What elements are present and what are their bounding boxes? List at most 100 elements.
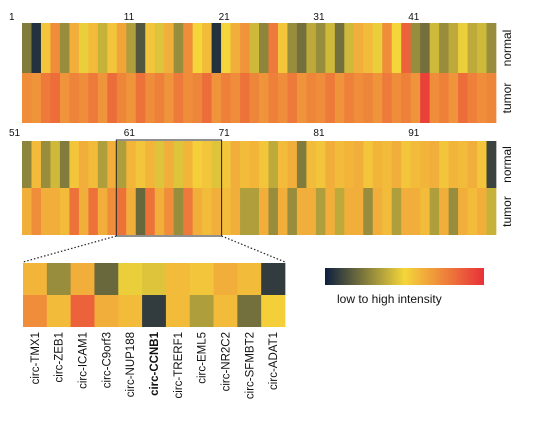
heatmap-cell bbox=[296, 188, 307, 235]
heatmap-cell bbox=[334, 141, 345, 188]
heatmap-cell bbox=[429, 141, 440, 188]
heatmap-cell bbox=[183, 141, 193, 188]
heatmap-cell bbox=[164, 23, 175, 73]
heatmap-cell bbox=[97, 141, 108, 188]
heatmap-cell bbox=[88, 23, 99, 73]
heatmap-cell bbox=[439, 188, 449, 235]
heatmap-cell bbox=[259, 73, 269, 123]
heatmap-cell bbox=[277, 23, 288, 73]
heatmap-cell bbox=[183, 23, 193, 73]
heatmap-cell bbox=[126, 23, 137, 73]
colorbar-gradient bbox=[325, 268, 484, 285]
column-tick-label: 51 bbox=[9, 128, 21, 139]
gene-label: circ-TRERF1 bbox=[173, 332, 185, 398]
heatmap-cell bbox=[202, 141, 212, 188]
heatmap-cell bbox=[325, 73, 336, 123]
heatmap-cell bbox=[477, 73, 487, 123]
heatmap-cell bbox=[401, 73, 412, 123]
heatmap-cell bbox=[22, 188, 32, 235]
heatmap-cell bbox=[183, 188, 193, 235]
heatmap-cell bbox=[344, 141, 355, 188]
heatmap-cell bbox=[145, 188, 156, 235]
heatmap-cell bbox=[249, 141, 260, 188]
heatmap-cell bbox=[429, 188, 440, 235]
heatmap-cell bbox=[391, 141, 402, 188]
gene-label: circ-ADAT1 bbox=[268, 332, 280, 390]
heatmap-cell bbox=[59, 23, 70, 73]
heatmap-cell bbox=[277, 73, 288, 123]
heatmap-cell bbox=[50, 188, 61, 235]
heatmap-cell bbox=[211, 141, 222, 188]
column-tick-label: 91 bbox=[408, 128, 420, 139]
heatmap-cell bbox=[22, 73, 32, 123]
heatmap-cell bbox=[410, 141, 421, 188]
heatmap-cell bbox=[382, 23, 393, 73]
heatmap-cell bbox=[268, 188, 279, 235]
heatmap-cell bbox=[249, 23, 260, 73]
zoom-cell bbox=[94, 263, 119, 295]
heatmap-cell bbox=[372, 23, 383, 73]
heatmap-cell bbox=[306, 188, 317, 235]
heatmap-cell bbox=[391, 23, 402, 73]
heatmap-cell bbox=[135, 141, 146, 188]
heatmap-cell bbox=[78, 73, 89, 123]
heatmap-cell bbox=[363, 141, 374, 188]
row-label-normal: normal bbox=[500, 30, 514, 67]
heatmap-cell bbox=[145, 141, 156, 188]
heatmap-cell bbox=[221, 73, 231, 123]
heatmap-cell bbox=[467, 23, 478, 73]
heatmap-cell bbox=[107, 23, 118, 73]
heatmap-cell bbox=[88, 73, 99, 123]
heatmap-cell bbox=[344, 188, 355, 235]
heatmap-cell bbox=[372, 141, 383, 188]
gene-label: circ-TMX1 bbox=[30, 332, 42, 384]
heatmap-cell bbox=[40, 188, 51, 235]
heatmap-cell bbox=[192, 73, 203, 123]
heatmap-cell bbox=[107, 188, 118, 235]
zoom-cell bbox=[189, 295, 214, 327]
heatmap-cell bbox=[467, 141, 478, 188]
heatmap-cell bbox=[325, 23, 336, 73]
heatmap-cell bbox=[486, 73, 497, 123]
column-tick-label: 31 bbox=[313, 12, 325, 23]
heatmap-cell bbox=[296, 73, 307, 123]
heatmap-cell bbox=[116, 73, 127, 123]
zoom-cell bbox=[213, 263, 238, 295]
heatmap-cell bbox=[31, 23, 42, 73]
heatmap-cell bbox=[429, 23, 440, 73]
heatmap-cell bbox=[420, 141, 430, 188]
zoom-cell bbox=[142, 295, 167, 327]
heatmap-cell bbox=[420, 23, 430, 73]
zoom-cell bbox=[94, 295, 119, 327]
heatmap-cell bbox=[240, 188, 250, 235]
column-tick-label: 61 bbox=[124, 128, 136, 139]
zoom-cell bbox=[261, 295, 286, 327]
heatmap-cell bbox=[448, 188, 459, 235]
zoom-heatmap: circ-TMX1 circ-ZEB1 circ-ICAM1 circ-C9orf3 c… bbox=[23, 263, 286, 399]
heatmap-cell bbox=[401, 141, 412, 188]
gene-label: circ-C9orf3 bbox=[101, 332, 113, 388]
column-tick-label: 41 bbox=[408, 12, 420, 23]
heatmap-cell bbox=[211, 188, 222, 235]
zoom-cell bbox=[23, 263, 48, 295]
heatmap-cell bbox=[353, 141, 364, 188]
zoom-cell bbox=[70, 295, 95, 327]
heatmap-cell bbox=[40, 73, 51, 123]
heatmap-cell bbox=[401, 188, 412, 235]
gene-label: circ-NUP188 bbox=[125, 332, 137, 397]
heatmap-cell bbox=[192, 188, 203, 235]
heatmap-cell bbox=[268, 23, 279, 73]
heatmap-cell bbox=[306, 141, 317, 188]
heatmap-cell bbox=[97, 188, 108, 235]
heatmap-cell bbox=[363, 23, 374, 73]
colorbar-label: low to high intensity bbox=[337, 292, 442, 306]
heatmap-cell bbox=[448, 73, 459, 123]
gene-label: circ-EML5 bbox=[197, 332, 209, 384]
heatmap-cell bbox=[372, 73, 383, 123]
zoom-cell bbox=[261, 263, 286, 295]
gene-label: circ-ICAM1 bbox=[78, 332, 90, 389]
heatmap-cell bbox=[240, 23, 250, 73]
heatmap-cell bbox=[78, 23, 89, 73]
heatmap-cell bbox=[40, 141, 51, 188]
